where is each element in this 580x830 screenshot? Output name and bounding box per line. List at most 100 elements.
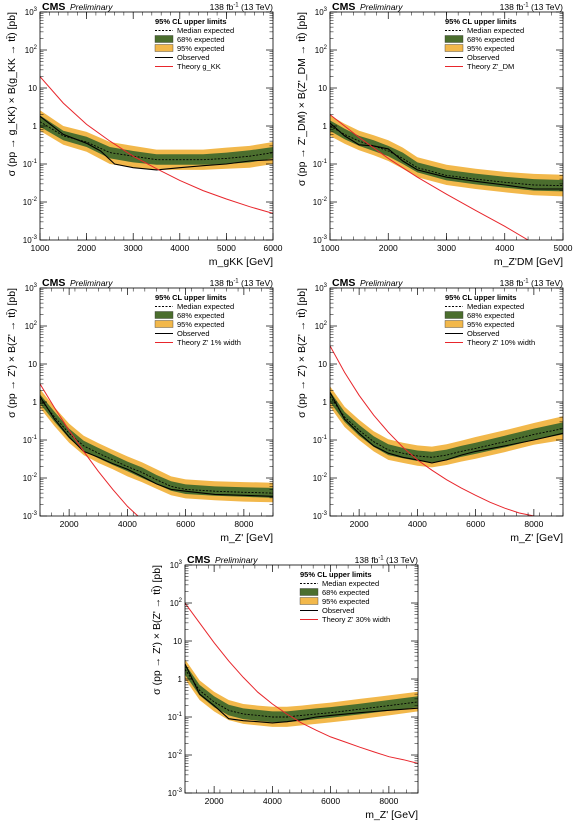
- y-tick-label: 10-1: [168, 712, 183, 722]
- legend-theory: Theory Z' 30% width: [300, 615, 390, 624]
- y-tick-label: 103: [315, 283, 328, 293]
- legend-68: 68% expected: [154, 311, 225, 320]
- y-tick-label: 10-2: [23, 197, 38, 207]
- x-tick-label: 4000: [408, 519, 427, 529]
- y-tick-label: 102: [170, 598, 183, 608]
- legend-observed-label: Observed: [467, 329, 500, 338]
- median-expected-line: [330, 396, 563, 458]
- y-tick-label: 10: [173, 637, 182, 646]
- observed-line: [40, 396, 273, 497]
- x-tick-label: 2000: [60, 519, 79, 529]
- band-68-expected: [185, 663, 418, 723]
- cms-label: CMS: [42, 1, 65, 13]
- chart-panel-2: 10-3 10-2 10-1 1 10 102 103 1000 2000 3000 4000 500…: [296, 1, 573, 268]
- preliminary-label: Preliminary: [360, 278, 403, 288]
- legend-median: Median expected: [155, 302, 234, 311]
- y-tick-label: 10: [318, 360, 327, 369]
- legend-median-label: Median expected: [177, 26, 234, 35]
- preliminary-label: Preliminary: [70, 278, 113, 288]
- legend-observed-label: Observed: [177, 329, 210, 338]
- legend-median: Median expected: [445, 302, 524, 311]
- legend-median: Median expected: [300, 579, 379, 588]
- chart-panel-4: 10-3 10-2 10-1 1 10 102 103 2000 4000 6000 8000 m_Z…: [296, 277, 564, 544]
- luminosity-label: 138 fb-1 (13 TeV): [500, 278, 563, 288]
- legend-68: 68% expected: [444, 311, 515, 320]
- x-tick-label: 8000: [524, 519, 543, 529]
- x-tick-label: 6000: [176, 519, 195, 529]
- x-axis-label: m_Z' [GeV]: [365, 809, 418, 821]
- legend-68-swatch: [154, 311, 174, 319]
- legend-95-label: 95% expected: [177, 320, 225, 329]
- luminosity-label: 138 fb-1 (13 TeV): [210, 2, 273, 12]
- y-tick-label: 102: [315, 321, 328, 331]
- legend-header: 95% CL upper limits: [445, 293, 517, 302]
- x-tick-label: 6000: [321, 796, 340, 806]
- y-tick-label: 1: [323, 122, 328, 131]
- legend-95: 95% expected: [154, 44, 225, 53]
- chart-panel-5: 10-3 10-2 10-1 1 10 102 103 2000 4000 6000 8000 m_Z…: [151, 554, 419, 821]
- x-tick-label: 4000: [263, 796, 282, 806]
- legend-theory-label: Theory g_KK: [177, 62, 221, 71]
- cms-label: CMS: [42, 277, 65, 289]
- plot-area: [330, 345, 563, 516]
- legend-95: 95% expected: [154, 320, 225, 329]
- theory-line: [40, 383, 139, 516]
- x-tick-label: 3000: [124, 243, 143, 253]
- legend-observed-label: Observed: [177, 53, 210, 62]
- legend-median-label: Median expected: [322, 579, 379, 588]
- chart-panel-3: 10-3 10-2 10-1 1 10 102 103 2000 4000 6000 8000 m_Z…: [6, 277, 274, 544]
- legend-95: 95% expected: [299, 597, 370, 606]
- plot-area: [40, 76, 273, 214]
- legend-theory: Theory Z' 10% width: [445, 338, 535, 347]
- legend-95-swatch: [444, 44, 464, 52]
- x-tick-label: 1000: [31, 243, 50, 253]
- y-tick-label: 10-2: [168, 750, 183, 760]
- legend-theory: Theory Z' 1% width: [155, 338, 241, 347]
- legend-median-label: Median expected: [467, 302, 524, 311]
- y-tick-label: 1: [33, 398, 38, 407]
- luminosity-label: 138 fb-1 (13 TeV): [210, 278, 273, 288]
- legend-theory-label: Theory Z'_DM: [467, 62, 514, 71]
- x-tick-label: 4000: [118, 519, 137, 529]
- y-tick-label: 1: [323, 398, 328, 407]
- legend-68-label: 68% expected: [177, 311, 225, 320]
- theory-line: [330, 114, 529, 240]
- x-tick-label: 3000: [437, 243, 456, 253]
- theory-line: [40, 76, 273, 214]
- theory-line: [330, 345, 535, 516]
- y-axis-label: σ (pp → Z') × B(Z' → tt̄) [pb]: [6, 288, 18, 418]
- x-axis-label: m_gKK [GeV]: [209, 256, 273, 268]
- observed-line: [330, 122, 563, 190]
- legend-theory-label: Theory Z' 10% width: [467, 338, 535, 347]
- x-tick-label: 6000: [264, 243, 283, 253]
- x-tick-label: 8000: [234, 519, 253, 529]
- y-tick-label: 10-1: [23, 435, 38, 445]
- legend-95-label: 95% expected: [177, 44, 225, 53]
- legend-95-label: 95% expected: [467, 320, 515, 329]
- y-axis-label: σ (pp → Z') × B(Z' → tt̄) [pb]: [296, 288, 308, 418]
- y-tick-label: 10-3: [313, 235, 328, 245]
- median-expected-line: [185, 669, 418, 718]
- legend-68-label: 68% expected: [322, 588, 370, 597]
- y-tick-label: 102: [315, 45, 328, 55]
- y-tick-label: 10: [28, 360, 37, 369]
- x-axis-label: m_Z' [GeV]: [220, 532, 273, 544]
- x-axis-label: m_Z'DM [GeV]: [494, 256, 563, 268]
- y-tick-label: 10: [318, 84, 327, 93]
- legend-95-swatch: [299, 597, 319, 605]
- legend-median-label: Median expected: [177, 302, 234, 311]
- legend-theory-label: Theory Z' 1% width: [177, 338, 241, 347]
- legend-header: 95% CL upper limits: [155, 293, 227, 302]
- y-tick-label: 102: [25, 321, 38, 331]
- median-expected-line: [330, 125, 563, 187]
- y-tick-label: 10-1: [23, 159, 38, 169]
- legend-median: Median expected: [445, 26, 524, 35]
- legend-theory: Theory Z'_DM: [445, 62, 514, 71]
- legend-68: 68% expected: [154, 35, 225, 44]
- legend-theory: Theory g_KK: [155, 62, 221, 71]
- x-tick-label: 6000: [466, 519, 485, 529]
- legend-observed-label: Observed: [467, 53, 500, 62]
- legend-68-swatch: [444, 35, 464, 43]
- x-axis-label: m_Z' [GeV]: [510, 532, 563, 544]
